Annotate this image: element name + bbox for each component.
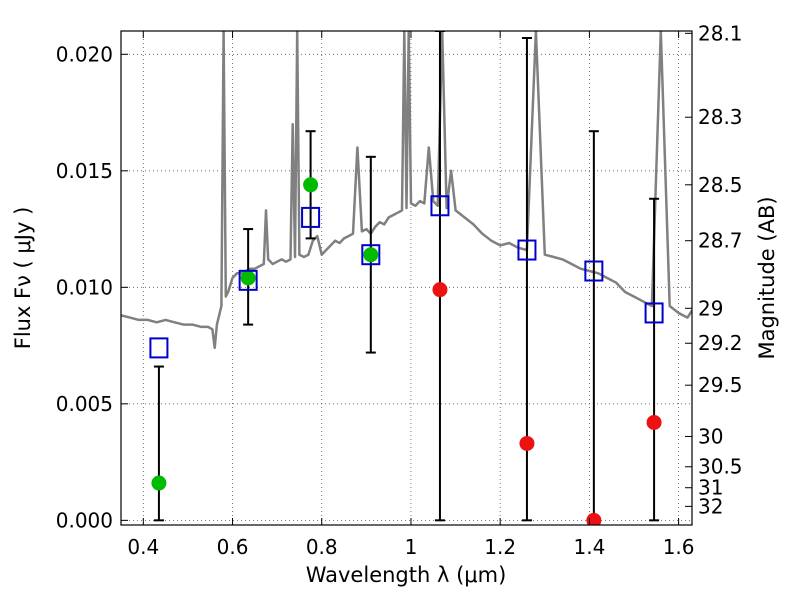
model-flux-box [644, 302, 664, 324]
x-tick-label: 1.4 [573, 535, 605, 559]
model-flux-box [149, 337, 169, 359]
x-axis-label: Wavelength λ (μm) [306, 563, 507, 587]
x-tick-label: 0.4 [127, 535, 159, 559]
y2-tick-label: 29.2 [698, 331, 743, 355]
detection-point [363, 247, 379, 263]
y2-tick-label: 29.5 [698, 373, 743, 397]
y-tick-label: 0.015 [56, 159, 113, 183]
model-flux-box [238, 269, 258, 291]
y2-tick-label: 31 [698, 476, 723, 500]
flux-markers [151, 177, 662, 525]
detection-point [240, 270, 256, 286]
x-tick-label: 1.2 [484, 535, 516, 559]
upper-limit-point [519, 435, 535, 451]
detection-point [151, 475, 167, 491]
y2-tick-label: 28.1 [698, 21, 743, 45]
y-axis-label: Flux Fν ( μJy ) [11, 207, 35, 350]
axis-ticks: 0.4 0.6 0.8 1 1.2 1.4 1.6 0.000 0.005 0.010 0.015 0… [56, 21, 743, 559]
model-flux-box [517, 239, 537, 261]
y2-tick-label: 30 [698, 424, 723, 448]
y2-tick-label: 32 [698, 494, 723, 518]
plot-frame [120, 30, 693, 526]
upper-limit-point [646, 414, 662, 430]
y2-axis-label: Magnitude (AB) [755, 196, 779, 359]
plot-area [121, 31, 692, 525]
model-flux-box [361, 244, 381, 266]
y2-tick-label: 30.5 [698, 455, 743, 479]
y-tick-label: 0.020 [56, 42, 113, 66]
x-tick-label: 0.6 [217, 535, 249, 559]
errorbars [153, 31, 660, 522]
model-flux-box [430, 195, 450, 217]
x-tick-label: 1 [405, 535, 418, 559]
upper-limit-point [432, 282, 448, 298]
model-boxes [149, 195, 664, 359]
y2-tick-label: 28.7 [698, 229, 743, 253]
y2-tick-label: 28.5 [698, 173, 743, 197]
y2-tick-label: 29 [698, 296, 723, 320]
model-flux-box [301, 206, 321, 228]
model-flux-box [584, 260, 604, 282]
x-tick-label: 0.8 [306, 535, 338, 559]
y2-tick-label: 28.3 [698, 105, 743, 129]
upper-limit-point [586, 512, 602, 525]
detection-point [303, 177, 319, 193]
x-tick-label: 1.6 [663, 535, 695, 559]
spectrum-line [121, 31, 692, 350]
y-tick-label: 0.000 [56, 508, 113, 532]
y-tick-label: 0.005 [56, 392, 113, 416]
y-tick-label: 0.010 [56, 275, 113, 299]
